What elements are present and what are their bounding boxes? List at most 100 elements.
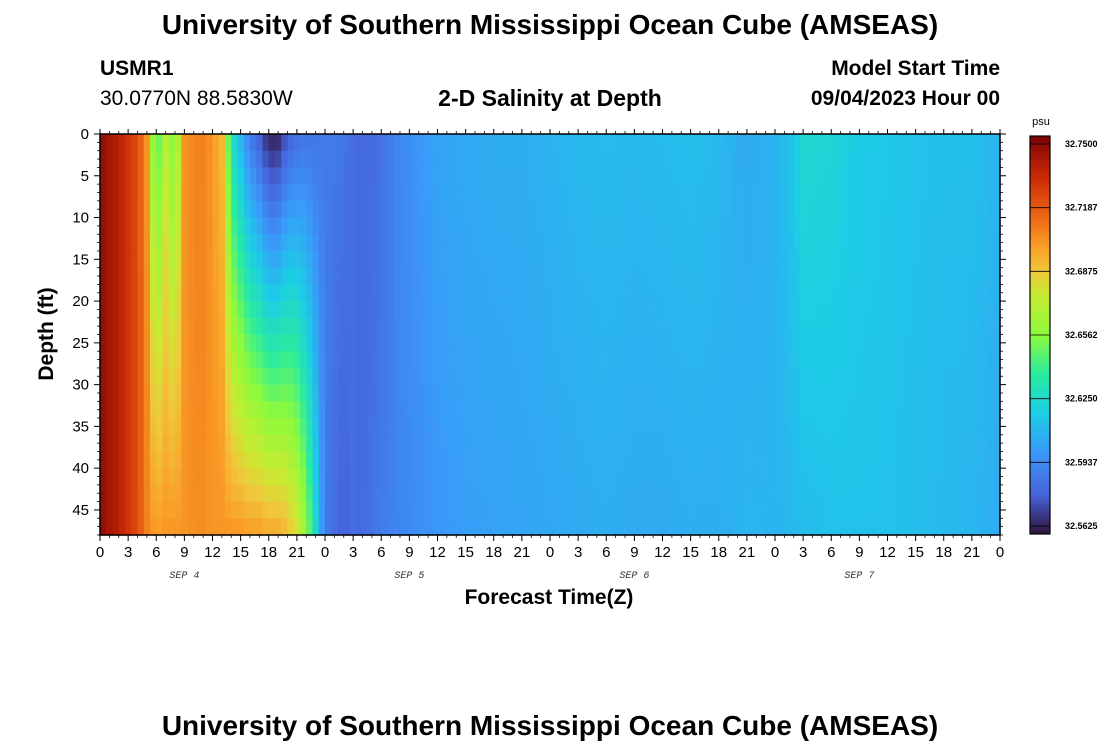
heatmap-cell (250, 434, 257, 453)
heatmap-cell (156, 234, 164, 252)
heatmap-cell (268, 167, 276, 185)
heatmap-cell (300, 367, 307, 386)
heatmap-cell (456, 418, 464, 436)
heatmap-cell (525, 367, 532, 386)
heatmap-cell (762, 150, 770, 169)
heatmap-cell (300, 301, 307, 319)
heatmap-cell (775, 367, 782, 386)
heatmap-cell (187, 234, 195, 252)
heatmap-cell (143, 200, 151, 219)
heatmap-cell (450, 418, 457, 436)
heatmap-cell (893, 301, 901, 319)
heatmap-cell (437, 351, 445, 369)
heatmap-cell (650, 284, 657, 302)
heatmap-cell (118, 518, 126, 536)
heatmap-cell (793, 317, 801, 336)
heatmap-cell (550, 150, 557, 169)
heatmap-cell (993, 351, 1001, 369)
heatmap-cell (281, 150, 289, 169)
heatmap-cell (587, 501, 595, 519)
heatmap-cell (600, 401, 607, 419)
heatmap-cell (743, 484, 751, 503)
heatmap-cell (218, 184, 226, 202)
heatmap-cell (712, 134, 720, 152)
heatmap-cell (318, 217, 326, 235)
heatmap-cell (150, 468, 157, 486)
heatmap-cell (856, 451, 864, 469)
heatmap-cell (893, 317, 901, 336)
heatmap-cell (287, 134, 295, 152)
heatmap-cell (475, 134, 482, 152)
heatmap-cell (618, 401, 626, 419)
heatmap-cell (925, 451, 932, 469)
heatmap-cell (481, 150, 489, 169)
heatmap-cell (618, 484, 626, 503)
heatmap-cell (831, 184, 839, 202)
heatmap-cell (306, 501, 314, 519)
heatmap-cell (981, 134, 989, 152)
heatmap-cell (493, 484, 501, 503)
heatmap-cell (906, 150, 914, 169)
heatmap-cell (225, 184, 232, 202)
heatmap-cell (493, 167, 501, 185)
heatmap-cell (368, 451, 376, 469)
heatmap-cell (193, 484, 201, 503)
heatmap-cell (925, 301, 932, 319)
heatmap-cell (231, 134, 239, 152)
heatmap-cell (587, 484, 595, 503)
heatmap-cell (156, 401, 164, 419)
heatmap-cell (306, 317, 314, 336)
heatmap-cell (975, 418, 982, 436)
heatmap-cell (781, 418, 789, 436)
heatmap-cell (962, 267, 970, 285)
heatmap-cell (168, 134, 176, 152)
heatmap-cell (675, 200, 682, 219)
heatmap-cell (562, 418, 570, 436)
heatmap-cell (531, 434, 539, 453)
heatmap-cell (662, 217, 670, 235)
heatmap-cell (450, 134, 457, 152)
heatmap-cell (800, 184, 807, 202)
heatmap-cell (168, 250, 176, 269)
heatmap-cell (618, 234, 626, 252)
heatmap-cell (237, 267, 245, 285)
heatmap-cell (150, 284, 157, 302)
heatmap-cell (581, 384, 589, 402)
heatmap-cell (968, 384, 976, 402)
heatmap-cell (700, 434, 707, 453)
heatmap-cell (956, 250, 964, 269)
heatmap-cell (387, 301, 395, 319)
heatmap-cell (525, 217, 532, 235)
heatmap-cell (543, 301, 551, 319)
heatmap-cell (437, 418, 445, 436)
heatmap-cell (912, 284, 920, 302)
heatmap-cell (500, 434, 507, 453)
heatmap-cell (512, 134, 520, 152)
heatmap-cell (893, 367, 901, 386)
heatmap-cell (200, 451, 207, 469)
heatmap-cell (325, 134, 332, 152)
heatmap-cell (181, 184, 189, 202)
heatmap-cell (412, 184, 420, 202)
heatmap-cell (900, 184, 907, 202)
heatmap-cell (975, 351, 982, 369)
heatmap-cell (781, 401, 789, 419)
heatmap-cell (368, 217, 376, 235)
heatmap-cell (431, 200, 439, 219)
heatmap-cell (406, 217, 414, 235)
heatmap-cell (368, 418, 376, 436)
heatmap-cell (281, 301, 289, 319)
heatmap-cell (337, 284, 345, 302)
heatmap-cell (800, 234, 807, 252)
heatmap-cell (750, 418, 757, 436)
heatmap-cell (331, 317, 339, 336)
heatmap-cell (168, 217, 176, 235)
heatmap-cell (843, 367, 851, 386)
heatmap-cell (987, 401, 995, 419)
heatmap-cell (206, 184, 214, 202)
heatmap-cell (887, 518, 895, 536)
heatmap-cell (581, 217, 589, 235)
heatmap-cell (700, 150, 707, 169)
heatmap-cell (950, 418, 957, 436)
heatmap-cell (550, 434, 557, 453)
